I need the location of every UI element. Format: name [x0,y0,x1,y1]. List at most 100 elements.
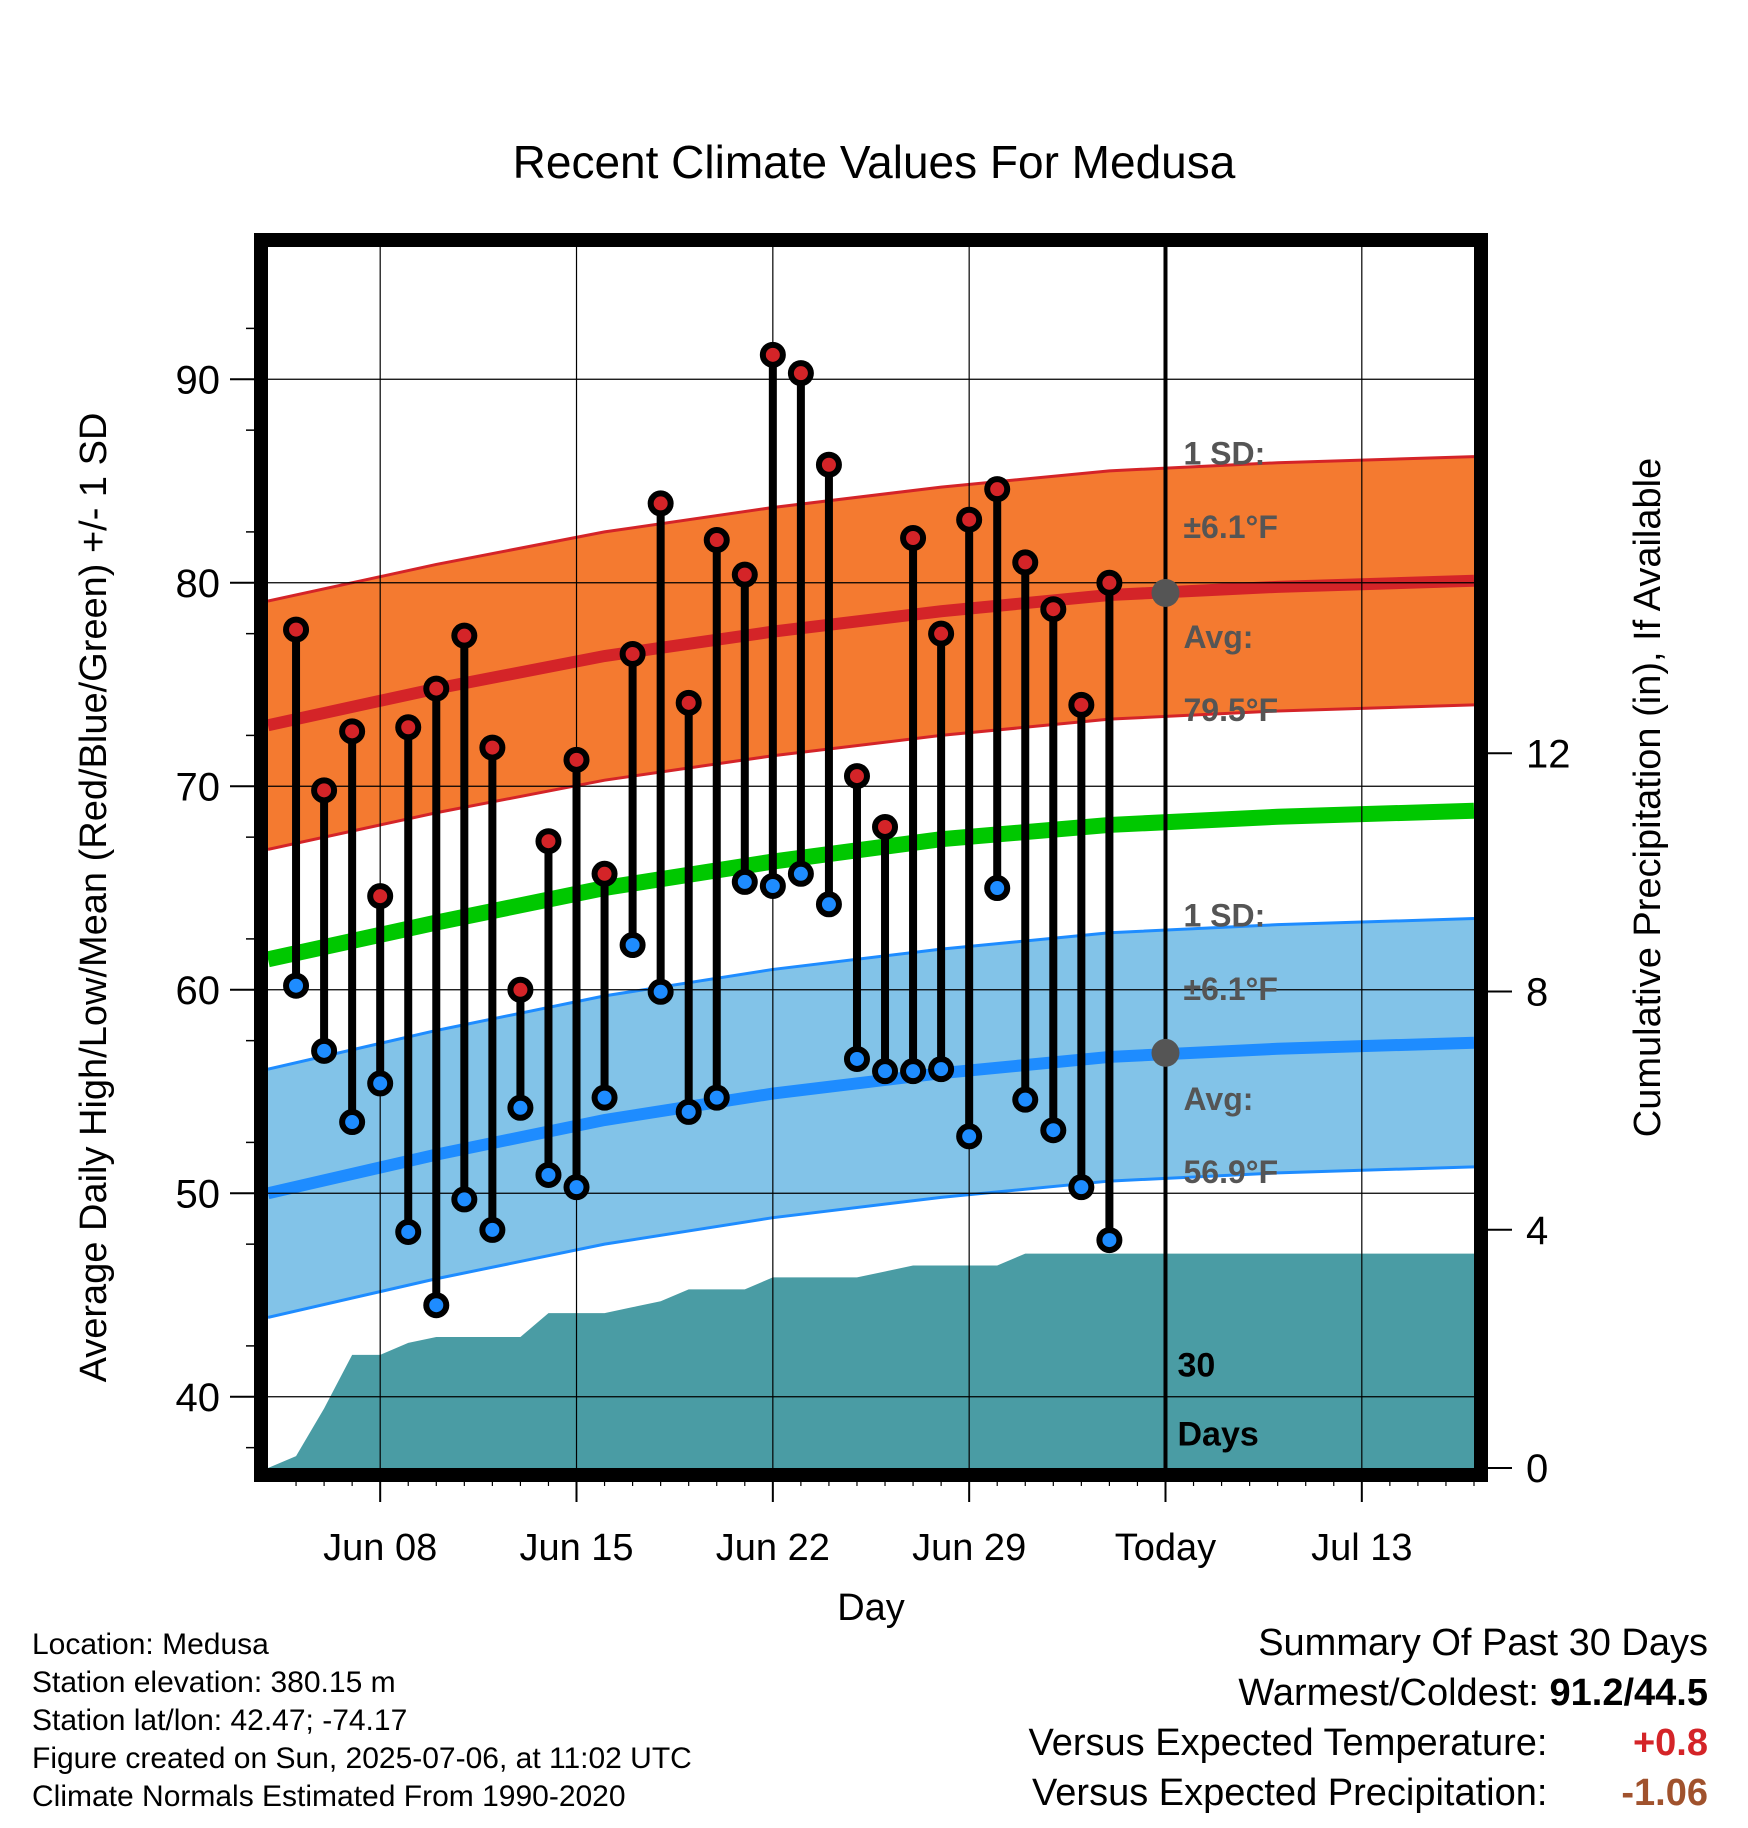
daily-high-point [731,561,758,588]
chart-title: Recent Climate Values For Medusa [513,136,1236,188]
y-tick-label: 90 [176,358,221,402]
daily-low-point [956,1123,983,1150]
daily-low-point [1012,1086,1039,1113]
summary-warmest-row: Warmest/Coldest: 91.2/44.5 [1029,1668,1708,1718]
plot-frame [254,233,1488,1482]
daily-low-point [703,1084,730,1111]
daily-low-point [395,1218,422,1245]
temp-value: +0.8 [1632,1722,1708,1764]
daily-low-point [647,978,674,1005]
daily-high-point [928,620,955,647]
daily-low-point [591,1084,618,1111]
y-tick-label: 60 [176,969,221,1013]
precip-value: -1.06 [1621,1772,1708,1814]
daily-high-point [815,451,842,478]
y-axis-title: Average Daily High/Low/Mean (Red/Blue/Gr… [73,413,115,1383]
daily-low-point [872,1058,899,1085]
daily-low-point [928,1056,955,1083]
daily-high-point [843,763,870,790]
normals-text: Climate Normals Estimated From 1990-2020 [32,1780,626,1813]
latlon-text: Station lat/lon: 42.47; -74.17 [32,1704,408,1737]
daily-high-point [563,746,590,773]
daily-low-point [1040,1117,1067,1144]
x-axis-title: Day [837,1587,905,1629]
y-tick-label: 70 [176,765,221,809]
daily-low-point [451,1186,478,1213]
x-tick-label: Jun 29 [912,1527,1026,1569]
y2-tick-label: 4 [1526,1209,1548,1253]
x-tick-label: Jun 22 [716,1527,830,1569]
days-count-label: 30 [1177,1346,1215,1384]
daily-high-point [311,777,338,804]
created-text: Figure created on Sun, 2025-07-06, at 11… [32,1742,692,1775]
high-sd-band [268,456,1474,850]
daily-low-point [367,1070,394,1097]
y2-tick-label: 0 [1526,1447,1548,1491]
daily-high-point [1096,569,1123,596]
daily-high-point [479,734,506,761]
plot-area [268,247,1474,1468]
daily-high-point [507,976,534,1003]
daily-low-point [619,932,646,959]
x-tick-label: Jul 13 [1311,1527,1412,1569]
daily-low-point [731,868,758,895]
daily-low-point [339,1109,366,1136]
y2-tick-label: 12 [1526,732,1571,776]
daily-high-point [787,360,814,387]
daily-low-point [311,1037,338,1064]
daily-high-point [367,883,394,910]
daily-high-point [1068,691,1095,718]
daily-low-point [900,1058,927,1085]
y-tick-label: 40 [176,1376,221,1420]
y2-tick-label: 8 [1526,971,1548,1015]
daily-low-point [759,872,786,899]
daily-low-point [423,1292,450,1319]
warmest-value: 91.2/44.5 [1549,1672,1708,1714]
elevation-text: Station elevation: 380.15 m [32,1666,396,1699]
high-sd-label: 1 SD: [1183,436,1265,472]
daily-low-point [479,1216,506,1243]
location-text: Location: Medusa [32,1628,269,1661]
summary-precip-row: Versus Expected Precipitation: -1.06 [1029,1768,1708,1818]
x-tick-label: Jun 15 [519,1527,633,1569]
daily-high-point [395,714,422,741]
y-tick-label: 50 [176,1172,221,1216]
daily-high-point [984,476,1011,503]
low-avg-label: Avg: [1183,1081,1253,1117]
daily-low-point [283,972,310,999]
high-avg-label: Avg: [1183,619,1253,655]
daily-high-point [451,622,478,649]
daily-low-point [563,1174,590,1201]
daily-high-point [339,718,366,745]
y2-axis-title: Cumulative Precipitation (in), If Availa… [1627,458,1669,1137]
daily-high-point [675,689,702,716]
low-avg-today-marker [1151,1038,1180,1067]
high-sd-value: ±6.1°F [1183,509,1277,545]
daily-low-point [815,891,842,918]
summary-temp-row: Versus Expected Temperature: +0.8 [1029,1718,1708,1768]
daily-low-point [843,1045,870,1072]
high-sd-upper-line [268,455,1474,603]
low-sd-value: ±6.1°F [1183,971,1277,1007]
daily-high-point [619,641,646,667]
daily-high-point [900,525,927,552]
x-tick-label: Today [1115,1527,1216,1569]
x-tick-label: Jun 08 [323,1527,437,1569]
low-avg-value: 56.9°F [1183,1154,1278,1190]
daily-high-point [423,675,450,702]
precip-label: Versus Expected Precipitation: [1032,1772,1548,1814]
warmest-label: Warmest/Coldest: [1238,1672,1539,1714]
daily-high-point [535,828,562,855]
daily-high-point [647,490,674,517]
low-sd-band [268,918,1474,1318]
y-tick-label: 80 [176,562,221,606]
high-avg-today-marker [1151,578,1180,607]
daily-high-point [1012,549,1039,576]
low-sd-lower-line [268,1165,1474,1319]
daily-low-point [507,1094,534,1121]
daily-low-point [787,860,814,887]
precip-area [268,1253,1474,1468]
daily-low-point [1068,1174,1095,1201]
daily-high-point [759,341,786,368]
